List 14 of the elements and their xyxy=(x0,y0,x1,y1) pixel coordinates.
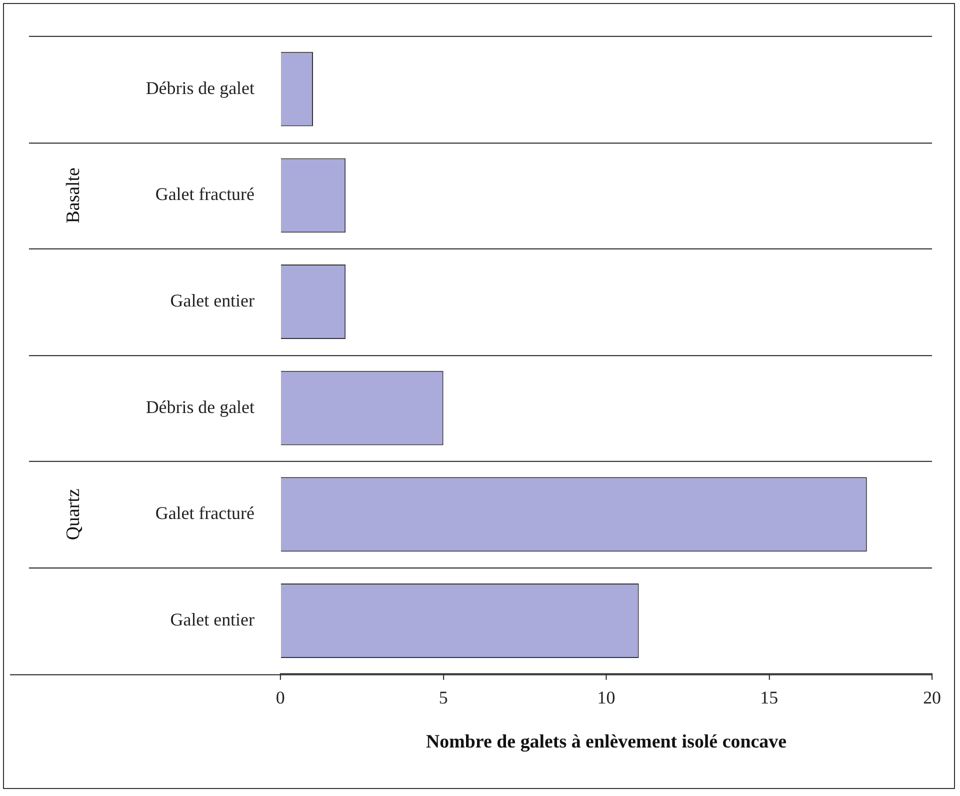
x-axis-title: Nombre de galets à enlèvement isolé concave xyxy=(426,732,786,753)
x-tick-label: 15 xyxy=(760,687,778,708)
x-tick-label: 20 xyxy=(923,687,942,708)
text: Basalte xyxy=(62,168,84,224)
x-tick-label: 10 xyxy=(597,687,616,708)
y-tick-label: Galet fracturé xyxy=(155,503,255,524)
y-tick-label: Galet fracturé xyxy=(155,184,255,204)
y-tick-label: Galet entier xyxy=(170,290,254,310)
x-tick-label: 5 xyxy=(438,687,448,708)
text: Quartz xyxy=(62,488,84,540)
y-tick-label: Débris de galet xyxy=(146,78,254,98)
y-tick-label: Débris de galet xyxy=(146,396,254,417)
x-tick-label: 0 xyxy=(276,687,285,708)
y-tick-label: Galet entier xyxy=(170,609,254,630)
